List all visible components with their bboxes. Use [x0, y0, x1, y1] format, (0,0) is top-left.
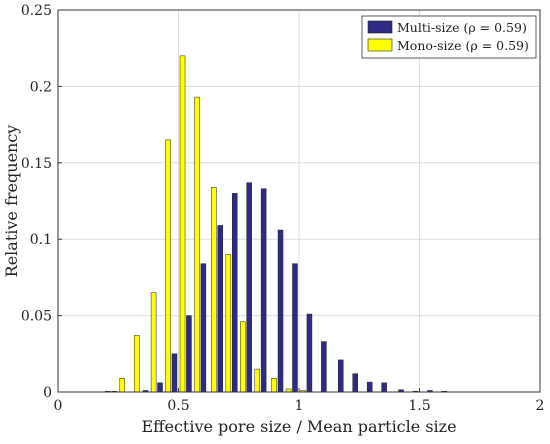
bar-mono-size: [271, 377, 277, 393]
x-tick-labels: 0 0.5 1 1.5 2: [54, 398, 545, 414]
y-tick-label: 0.15: [21, 156, 52, 172]
bar-multi-size: [200, 263, 207, 393]
y-tick-label: 0.25: [21, 3, 52, 19]
bar-mono-size: [225, 254, 232, 393]
bar-multi-size: [186, 315, 192, 393]
bar-multi-size: [381, 382, 387, 393]
bar-multi-size: [260, 188, 267, 393]
bar-multi-size: [338, 359, 344, 393]
bar-mono-size: [119, 377, 126, 393]
legend-label-mono-size: Mono-size (ρ = 0.59): [397, 38, 529, 53]
legend-swatch-mono-size: [367, 38, 393, 52]
bar-mono-size: [133, 335, 140, 393]
bar-mono-size: [211, 186, 217, 393]
legend-label-multi-size: Multi-size (ρ = 0.59): [397, 20, 527, 35]
tick-marks: [57, 9, 541, 393]
bar-mono-size: [150, 292, 157, 393]
bar-multi-size: [277, 229, 284, 393]
bar-mono-size: [194, 96, 200, 393]
x-tick-label: 0.5: [167, 398, 189, 414]
x-axis-label: Effective pore size / Mean particle size: [141, 417, 456, 436]
bars-layer: [105, 55, 448, 393]
bar-mono-size: [179, 55, 186, 393]
bar-multi-size: [306, 313, 313, 393]
bar-mono-size: [254, 368, 260, 393]
y-axis-label: Relative frequency: [2, 125, 21, 278]
x-tick-label: 0: [54, 398, 63, 414]
x-tick-label: 1.5: [408, 398, 430, 414]
y-tick-label: 0.1: [30, 232, 52, 248]
bar-mono-size: [240, 321, 246, 393]
y-tick-label: 0.05: [21, 309, 52, 325]
bar-multi-size: [157, 382, 163, 393]
x-tick-label: 1: [295, 398, 304, 414]
y-tick-label: 0.2: [30, 79, 52, 95]
bar-multi-size: [366, 381, 373, 393]
legend: Multi-size (ρ = 0.59) Mono-size (ρ = 0.5…: [361, 15, 537, 59]
legend-swatch-multi-size: [367, 20, 393, 34]
grid-lines: [58, 10, 540, 392]
bar-multi-size: [231, 193, 238, 393]
bar-mono-size: [165, 139, 171, 393]
y-tick-labels: 0 0.05 0.1 0.15 0.2 0.25: [21, 3, 52, 401]
bar-multi-size: [321, 341, 327, 393]
x-tick-label: 2: [536, 398, 545, 414]
y-tick-label: 0: [43, 385, 52, 401]
bar-multi-size: [352, 373, 358, 393]
bar-multi-size: [246, 182, 252, 393]
bar-multi-size: [292, 263, 298, 393]
bar-multi-size: [217, 225, 224, 393]
bar-multi-size: [171, 353, 178, 393]
